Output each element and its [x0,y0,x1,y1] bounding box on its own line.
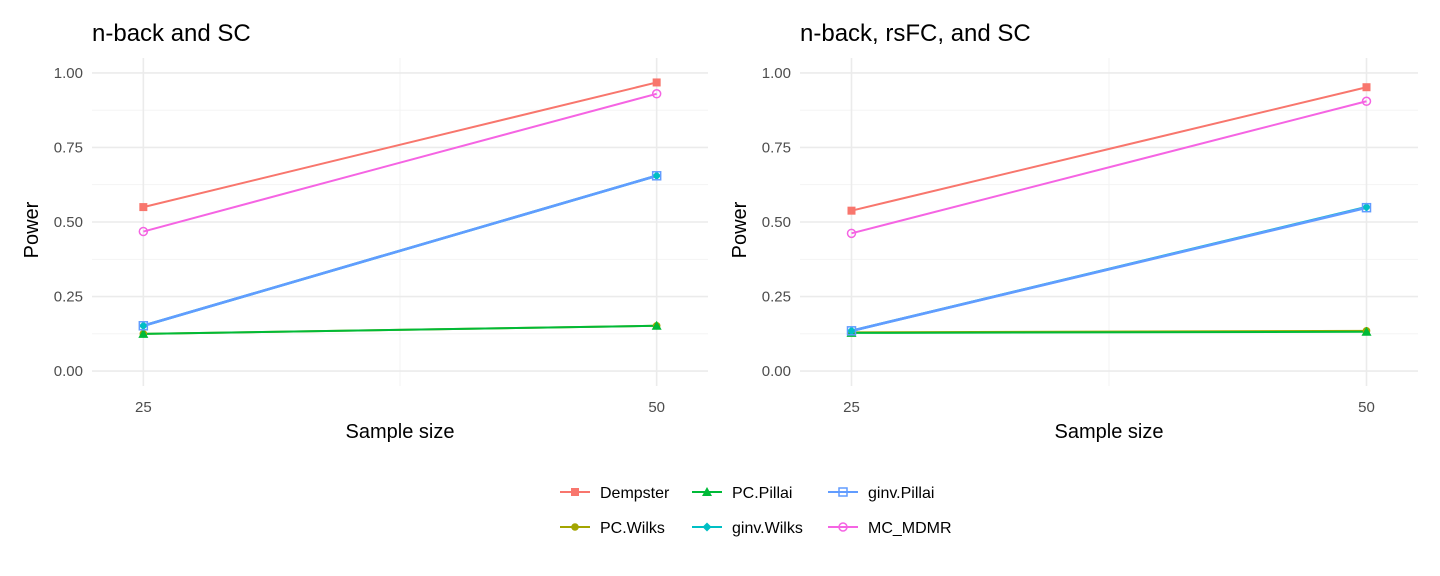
data-point-pc-pillai [651,320,662,330]
data-point-ginv-wilks [138,321,148,331]
legend-item-dempster: Dempster [560,485,670,502]
data-point-mc-mdmr [846,228,857,239]
legend-label: PC.Wilks [600,520,665,537]
data-point-ginv-pillai [651,171,662,181]
data-point-pc-pillai [138,328,149,338]
data-point-ginv-pillai [1361,202,1372,213]
data-point-ginv-pillai [846,326,857,336]
y-tick-label: 0.25 [54,289,83,306]
x-axis-title: Sample size [346,421,455,443]
x-axis-title: Sample size [1055,421,1164,443]
series-line-pc-pillai [851,330,1367,334]
y-tick-label: 0.00 [54,363,83,380]
chart-title: n-back and SC [92,20,251,47]
legend-key-marker [702,487,712,496]
series-line-mc-mdmr [851,100,1367,235]
series-line-mc-mdmr [143,92,657,233]
legend-item-pc-wilks: PC.Wilks [560,520,665,537]
data-point-ginv-pillai [138,321,149,331]
data-point-pc-pillai [1361,326,1372,336]
data-point-dempster [847,206,856,215]
x-tick-label: 25 [135,399,152,416]
y-tick-label: 0.75 [762,139,791,156]
legend-item-mc-mdmr: MC_MDMR [828,520,952,537]
y-tick-label: 1.00 [762,65,791,82]
legend-label: ginv.Pillai [868,485,934,502]
x-tick-label: 50 [1358,399,1375,416]
chart-panel-1: 0.00 0.25 0.50 0.75 1.00 25 50 n-back and SC Sam… [21,20,708,443]
series-line-ginv-pillai [851,206,1367,333]
y-axis-title: Power [729,201,751,258]
y-tick-label: 0.50 [762,214,791,231]
legend-key-marker [571,523,579,531]
data-point-dempster [1362,83,1371,92]
legend-label: ginv.Wilks [732,520,803,537]
data-point-dempster [652,78,661,87]
x-tick-label: 25 [843,399,860,416]
data-point-dempster [139,203,148,212]
data-point-ginv-wilks [847,326,856,336]
legend-label: MC_MDMR [868,520,952,537]
legend-item-ginv-wilks: ginv.Wilks [692,520,803,537]
series-line-dempster [851,86,1367,212]
legend-label: PC.Pillai [732,485,792,502]
legend: Dempster PC.Pillai ginv.Pillai PC.Wilks ginv… [560,485,952,537]
data-point-ginv-wilks [1362,202,1371,212]
y-tick-label: 0.25 [762,289,791,306]
data-point-ginv-wilks [652,171,662,181]
y-axis-title: Power [21,201,43,258]
legend-key-marker [571,488,579,496]
series-line-pc-pillai [143,324,657,335]
series-line-ginv-pillai [142,174,658,328]
x-tick-label: 50 [648,399,665,416]
legend-key-marker [838,522,848,532]
data-point-mc-mdmr [651,89,662,99]
legend-item-ginv-pillai: ginv.Pillai [828,485,934,502]
legend-item-pc-pillai: PC.Pillai [692,485,792,502]
data-point-mc-mdmr [138,226,149,237]
legend-key-marker [702,522,712,532]
series-line-dempster [143,81,657,209]
y-tick-label: 0.00 [762,363,791,380]
y-tick-label: 1.00 [54,65,83,82]
chart-panel-2: 0.00 0.25 0.50 0.75 1.00 25 50 n-back, rsFC, an… [729,20,1418,443]
data-point-mc-mdmr [1361,96,1372,106]
y-tick-label: 0.75 [54,139,83,156]
legend-label: Dempster [600,485,670,502]
chart-title: n-back, rsFC, and SC [800,20,1031,47]
legend-key-marker [838,487,848,497]
y-tick-label: 0.50 [54,214,83,231]
